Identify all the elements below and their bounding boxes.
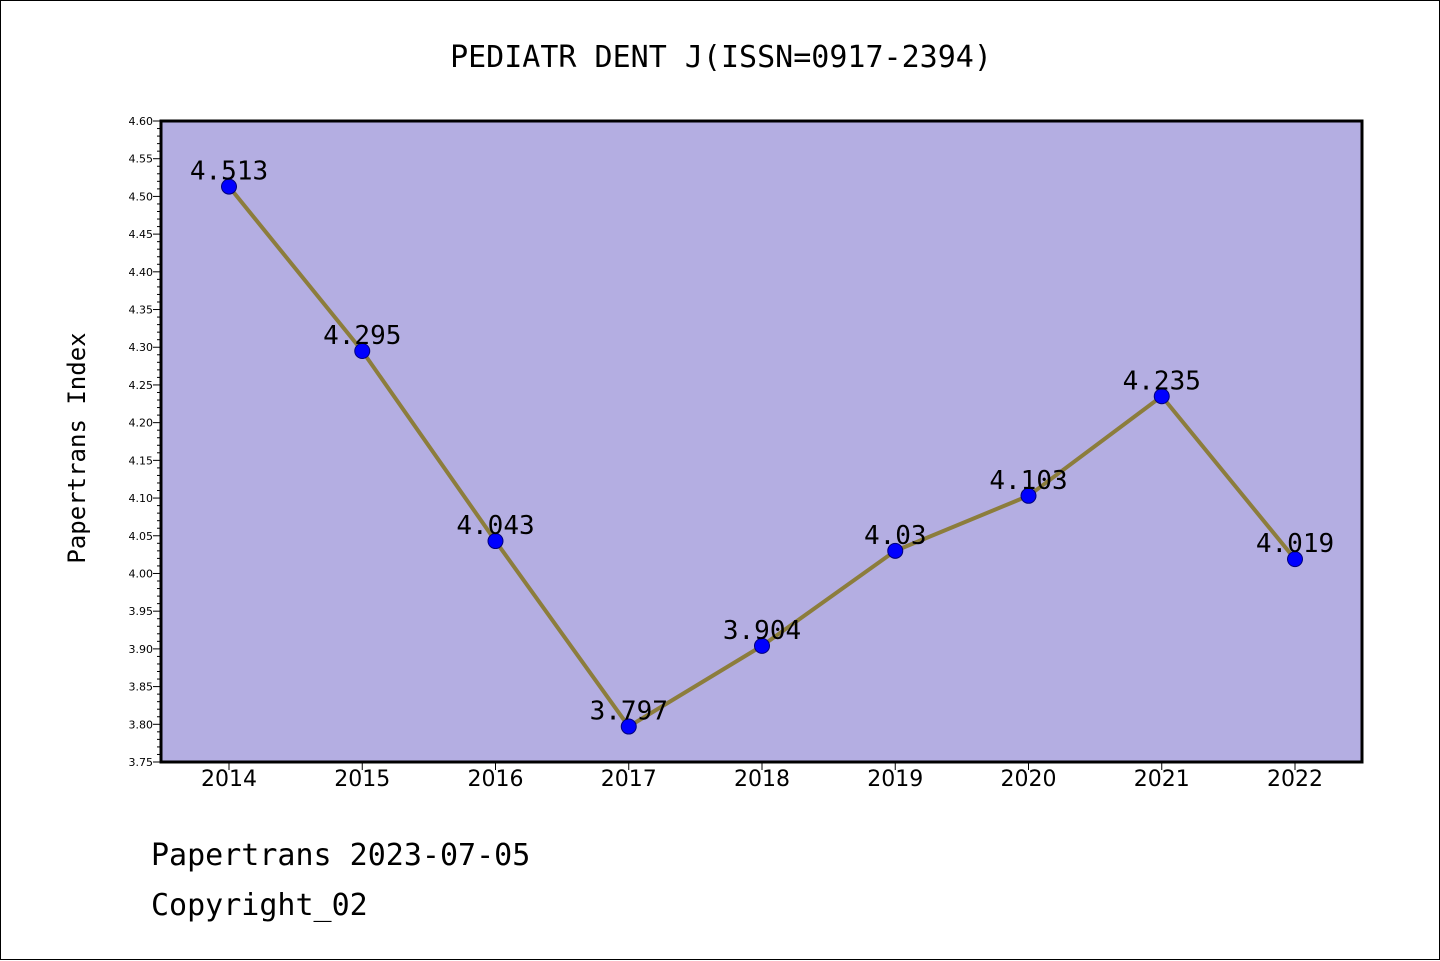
y-tick-label: 4.05 xyxy=(129,530,154,543)
footer-copyright: Copyright_02 xyxy=(151,888,368,923)
data-point xyxy=(1020,487,1037,504)
x-tick-label: 2015 xyxy=(334,767,390,792)
y-tick-label: 3.85 xyxy=(129,681,154,694)
data-label: 4.103 xyxy=(989,466,1067,496)
y-tick-label: 3.80 xyxy=(129,718,154,731)
data-label: 4.513 xyxy=(190,157,268,187)
y-tick-label: 4.45 xyxy=(129,228,154,241)
data-point xyxy=(1287,551,1303,568)
x-tick-label: 2019 xyxy=(867,767,923,792)
footer-date: Papertrans 2023-07-05 xyxy=(151,838,530,873)
x-tick-label: 2021 xyxy=(1134,767,1190,792)
x-tick-label: 2020 xyxy=(1001,767,1057,792)
x-tick-label: 2018 xyxy=(734,767,790,792)
y-tick-label: 4.20 xyxy=(129,417,154,430)
data-point xyxy=(354,343,371,360)
plot-area xyxy=(161,121,1362,762)
data-point xyxy=(487,533,504,550)
y-tick-label: 4.50 xyxy=(129,190,154,203)
data-label: 4.03 xyxy=(864,521,927,551)
x-tick-label: 2017 xyxy=(601,767,657,792)
chart-title: PEDIATR DENT J(ISSN=0917-2394) xyxy=(450,40,992,75)
data-point xyxy=(887,542,904,559)
data-point xyxy=(221,178,237,195)
data-point xyxy=(1153,388,1170,405)
y-tick-label: 4.00 xyxy=(129,567,154,580)
data-label: 3.904 xyxy=(723,616,801,646)
data-point xyxy=(754,637,770,654)
y-tick-label: 4.55 xyxy=(129,153,154,166)
y-tick-label: 4.35 xyxy=(129,304,154,317)
data-label: 4.235 xyxy=(1123,366,1201,396)
plot-border xyxy=(159,119,1364,764)
y-tick-label: 4.10 xyxy=(129,492,154,505)
series xyxy=(221,178,1303,735)
x-tick-label: 2022 xyxy=(1267,767,1323,792)
data-label: 4.019 xyxy=(1256,529,1334,559)
data-point xyxy=(620,718,637,735)
x-tick-label: 2014 xyxy=(201,767,257,792)
data-labels: 4.513 4.295 4.043 3.797 3.904 4.03 4.103 4.235 4… xyxy=(190,157,1334,727)
y-tick-label: 4.30 xyxy=(129,341,154,354)
y-tick-label: 3.95 xyxy=(129,605,154,618)
y-axis-label: Papertrans Index xyxy=(63,332,91,563)
y-tick-label: 3.90 xyxy=(129,643,154,656)
y-tick-label: 4.25 xyxy=(129,379,154,392)
y-axis: 3.75 3.80 3.85 3.90 3.95 4.00 4.05 4.10 4.15 4.20… xyxy=(129,115,161,769)
data-label: 4.043 xyxy=(456,511,534,541)
x-axis: 2014 2015 2016 2017 2018 2019 2020 2021 2022 xyxy=(201,762,1323,792)
y-tick-label: 3.75 xyxy=(129,756,154,769)
y-tick-label: 4.60 xyxy=(129,115,154,128)
x-tick-label: 2016 xyxy=(468,767,524,792)
data-label: 3.797 xyxy=(590,697,668,727)
data-label: 4.295 xyxy=(323,321,401,351)
y-tick-label: 4.40 xyxy=(129,266,154,279)
y-tick-label: 4.15 xyxy=(129,454,154,467)
